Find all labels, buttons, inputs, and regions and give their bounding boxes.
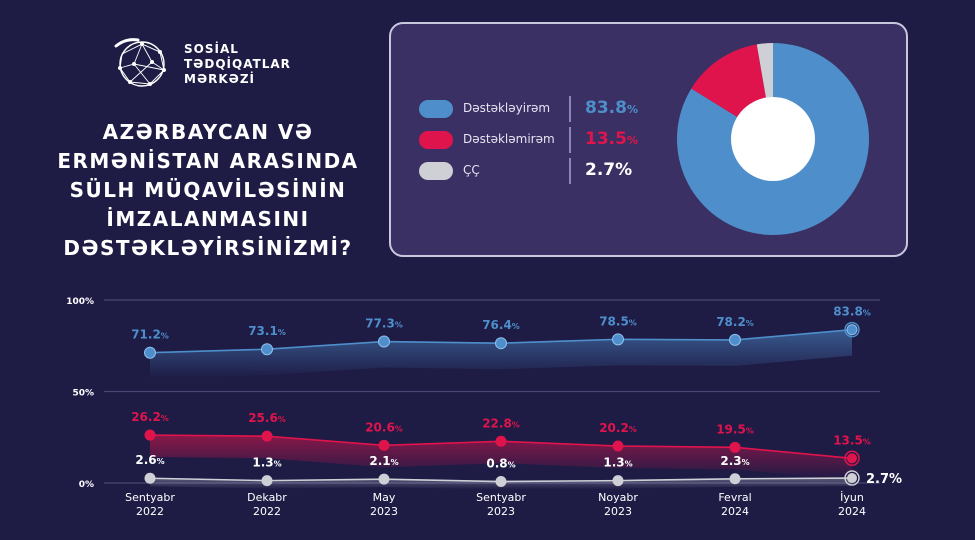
data-label: 2.1% [369,454,398,468]
data-point [612,475,624,487]
data-label: 2.7% [866,472,902,487]
data-point [729,473,741,485]
data-label: 77.3% [365,317,403,331]
data-label: 13.5% [833,433,871,447]
data-point [144,429,156,441]
donut-chart [677,43,869,236]
org-name-line2: TƏDQİQATLAR [184,57,291,71]
data-point-ring [844,321,860,338]
data-point-ring [844,450,860,467]
data-label: 26.2% [131,410,169,424]
legend-value: 83.8% [585,98,638,118]
legend-swatch [419,162,453,180]
y-tick-label: 50% [72,389,94,399]
org-logo: SOSİAL TƏDQİQATLAR MƏRKƏZİ [112,36,312,90]
data-label: 22.8% [482,416,520,430]
data-label: 2.3% [720,454,749,468]
legend-divider [569,158,571,184]
data-label: 71.2% [131,328,169,342]
data-label: 1.3% [252,456,281,470]
x-tick-month: Sentyabr [125,491,175,504]
data-label: 83.8% [833,305,871,319]
data-label: 19.5% [716,422,754,436]
org-name-line3: MƏRKƏZİ [184,72,256,86]
data-point [378,473,390,485]
question-line2: ERMƏNİSTAN ARASINDA [57,149,359,173]
legend-divider [569,96,571,122]
x-tick-year: 2024 [721,505,749,518]
legend-swatch [419,131,453,149]
x-tick-year: 2023 [487,505,515,518]
x-tick-month: May [373,491,396,504]
data-point [261,343,273,356]
legend-value: 13.5% [585,129,638,149]
data-label: 0.8% [486,457,515,471]
series-area [150,329,852,379]
x-tick-month: Fevral [718,491,751,504]
series-area [150,435,852,481]
question-line5: DƏSTƏKLƏYİRSİNİZMİ? [63,236,353,260]
x-tick-year: 2024 [838,505,866,518]
globe-network-icon [114,38,166,87]
legend-label: Dəstəkləmirəm [463,132,555,146]
x-tick-month: Noyabr [598,491,638,504]
x-tick-year: 2023 [604,505,632,518]
data-label: 2.6% [135,453,164,467]
data-point [847,453,857,464]
data-point [729,333,741,346]
data-point [378,335,390,348]
legend-label: Dəstəkləyirəm [463,101,551,115]
x-tick-month: Dekabr [247,491,287,504]
x-tick-month: İyun [840,491,864,504]
data-point [846,324,858,336]
legend-value: 2.7% [585,160,633,180]
x-tick-year: 2022 [253,505,281,518]
data-point [261,475,273,487]
data-point [495,476,507,488]
data-point [261,430,273,442]
x-tick-year: 2022 [136,505,164,518]
data-point [144,472,156,484]
org-name: SOSİAL TƏDQİQATLAR MƏRKƏZİ [184,42,291,87]
question-line1: AZƏRBAYCAN VƏ [102,120,314,144]
legend-divider [569,127,571,153]
data-point [612,333,624,346]
data-label: 78.2% [716,315,754,329]
data-point [495,435,507,447]
legend-swatch [419,100,453,118]
results-panel: Dəstəkləyirəm 83.8% Dəstəkləmirəm 13.5% ÇÇ 2.… [389,22,908,257]
data-point [144,346,156,359]
data-point [378,439,390,451]
legend-label: ÇÇ [463,163,480,177]
y-tick-label: 100% [66,297,94,307]
question-line4: İMZALANMASINI [106,207,310,231]
data-label: 73.1% [248,324,286,338]
data-label: 1.3% [603,456,632,470]
donut-hole [731,97,815,181]
data-label: 25.6% [248,411,286,425]
org-name-line1: SOSİAL [184,42,239,56]
survey-question: AZƏRBAYCAN VƏ ERMƏNİSTAN ARASINDA SÜLH M… [40,118,376,263]
question-line3: SÜLH MÜQAVİLƏSİNİN [69,178,347,202]
data-label: 20.6% [365,420,403,434]
x-tick-year: 2023 [370,505,398,518]
data-point-ring [844,470,860,486]
data-label: 20.2% [599,421,637,435]
y-tick-label: 0% [79,480,94,490]
x-tick-month: Sentyabr [476,491,526,504]
data-label: 78.5% [599,314,637,328]
data-point [847,473,857,484]
data-point [612,440,624,452]
data-label: 76.4% [482,318,520,332]
data-point [495,337,507,350]
data-point [729,441,741,453]
